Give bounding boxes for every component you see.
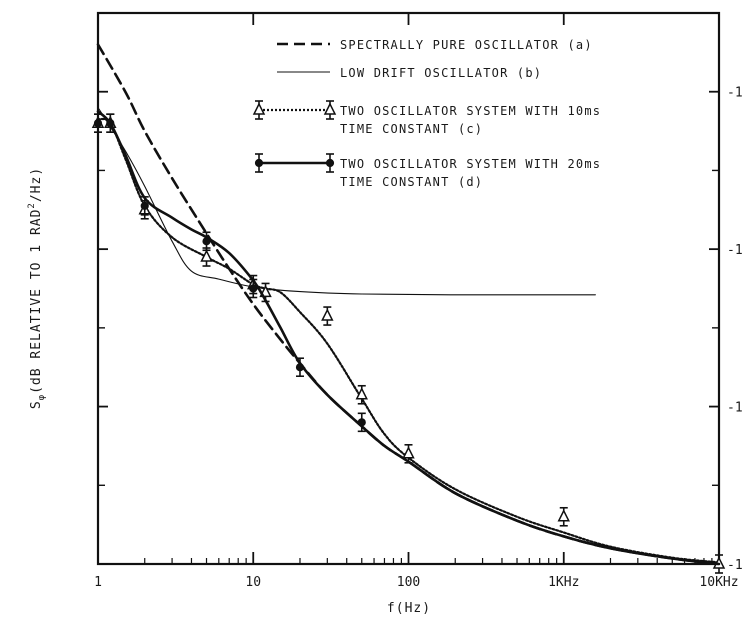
legend-item: SPECTRALLY PURE OSCILLATOR (a) [277, 38, 593, 52]
x-tick-label: 100 [397, 575, 420, 590]
legend-label-line2: TIME CONSTANT (d) [340, 175, 483, 189]
y-tick-label: -130 [727, 243, 743, 258]
circle-marker [325, 158, 335, 168]
circle-marker [249, 284, 258, 293]
legend-label: TWO OSCILLATOR SYSTEM WITH 10ms [340, 104, 601, 118]
circle-marker [140, 201, 149, 210]
y-tick-label: -170 [727, 558, 743, 573]
series-layer [91, 43, 726, 574]
y-tick-label: -150 [727, 401, 743, 416]
triangle-marker [252, 102, 266, 115]
series-line [96, 110, 721, 566]
series-line [97, 106, 596, 296]
axis-ticks: 1 10 100 1KHz 10KHz -110 -130 -150 -170 [94, 12, 743, 590]
circle-marker [254, 158, 264, 168]
circle-marker [202, 237, 211, 246]
legend: SPECTRALLY PURE OSCILLATOR (a) LOW DRIFT … [252, 38, 601, 189]
y-tick-label: -110 [727, 86, 743, 101]
y-axis-subscript: φ [37, 394, 47, 400]
legend-item: TWO OSCILLATOR SYSTEM WITH 10ms TIME CONS… [252, 100, 601, 136]
series-line [96, 117, 721, 564]
legend-label-line2: TIME CONSTANT (c) [340, 122, 483, 136]
y-axis-text: (dB RELATIVE TO 1 RAD [29, 209, 44, 394]
circle-marker [106, 119, 115, 128]
y-axis-symbol: S [29, 400, 44, 409]
y-axis-label: Sφ(dB RELATIVE TO 1 RAD2/Hz) [27, 167, 47, 409]
plot-frame [96, 11, 721, 566]
circle-marker [93, 119, 103, 128]
legend-item: TWO OSCILLATOR SYSTEM WITH 20ms TIME CONS… [254, 153, 601, 189]
triangle-marker [200, 249, 213, 262]
y-axis-text-tail: /Hz) [29, 167, 44, 202]
triangle-marker [355, 387, 368, 400]
triangle-marker [321, 308, 334, 321]
triangle-marker [402, 446, 415, 459]
y-axis-superscript: 2 [27, 202, 37, 208]
svg-text:Sφ(dB RELATIVE TO 1 RAD2/Hz): Sφ(dB RELATIVE TO 1 RAD2/Hz) [27, 167, 47, 409]
x-tick-label: 10 [245, 575, 261, 590]
triangle-marker [323, 102, 337, 115]
legend-item: LOW DRIFT OSCILLATOR (b) [277, 66, 542, 80]
triangle-marker [557, 509, 570, 522]
circle-marker [295, 363, 305, 372]
legend-label: LOW DRIFT OSCILLATOR (b) [340, 66, 542, 80]
series-thin [97, 106, 596, 296]
x-axis-label: f(Hz) [387, 601, 431, 616]
x-tick-label: 1 [94, 575, 102, 590]
x-tick-label: 1KHz [548, 575, 579, 590]
x-tick-label: 10KHz [699, 575, 738, 590]
series-thick-circle [93, 110, 721, 566]
circle-marker [357, 418, 366, 427]
legend-label: SPECTRALLY PURE OSCILLATOR (a) [340, 38, 593, 52]
legend-label: TWO OSCILLATOR SYSTEM WITH 20ms [340, 157, 601, 171]
